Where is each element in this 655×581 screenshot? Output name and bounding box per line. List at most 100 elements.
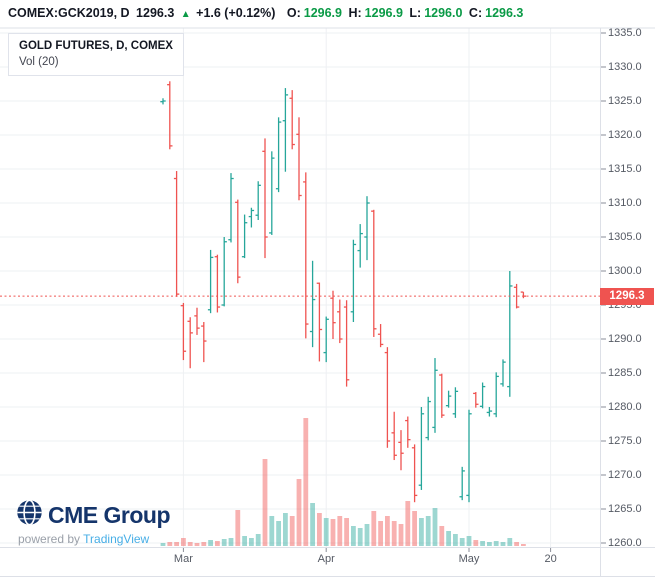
volume-bar <box>310 503 315 546</box>
x-axis-label: Apr <box>317 553 335 565</box>
volume-bar <box>283 513 288 546</box>
high-label: H: <box>348 6 362 20</box>
y-axis-label: 1270.0 <box>608 468 642 481</box>
volume-bar <box>242 536 247 546</box>
volume-bar <box>480 541 485 546</box>
volume-bar <box>337 516 343 546</box>
symbol-header: COMEX:GCK2019, D 1296.3 ▲ +1.6 (+0.12%) … <box>8 6 526 20</box>
volume-bar <box>194 543 200 546</box>
volume-bar <box>453 534 458 546</box>
volume-bar <box>330 519 336 546</box>
y-axis-label: 1300.0 <box>608 264 642 277</box>
volume-bar <box>167 542 173 546</box>
volume-bar <box>351 526 356 546</box>
cme-brand-text: CME Group <box>48 501 171 528</box>
y-axis-label: 1320.0 <box>608 128 642 141</box>
volume-bar <box>514 542 519 546</box>
change-value: +1.6 (+0.12%) <box>196 6 276 20</box>
volume-bar <box>500 542 506 546</box>
volume-bar <box>269 516 275 546</box>
volume-bar <box>371 511 377 546</box>
volume-bar <box>473 540 479 546</box>
y-axis-label: 1325.0 <box>608 94 642 107</box>
y-axis-label: 1275.0 <box>608 434 642 447</box>
volume-bar <box>228 538 234 546</box>
powered-by-text: powered by <box>18 532 81 546</box>
volume-bar <box>405 501 411 546</box>
open-value: 1296.9 <box>303 6 342 20</box>
volume-bar <box>208 540 213 546</box>
y-axis-label: 1260.0 <box>608 536 642 549</box>
volume-bar <box>385 516 390 546</box>
symbol-name: COMEX:GCK2019, D <box>8 6 130 20</box>
volume-bar <box>364 524 370 546</box>
volume-bar <box>323 518 329 546</box>
volume-bar <box>276 521 281 546</box>
volume-bar <box>160 543 166 546</box>
last-price-label: 1296.3 <box>600 287 654 305</box>
time-axis[interactable]: Mar Apr May 20 <box>0 547 655 575</box>
volume-bar <box>221 539 227 546</box>
cme-watermark[interactable]: CME Group powered by TradingView <box>16 499 171 546</box>
volume-bar <box>181 538 186 546</box>
legend: GOLD FUTURES, D, COMEX Vol (20) <box>8 33 184 76</box>
volume-bar <box>446 531 451 546</box>
tradingview-link[interactable]: TradingView <box>83 532 150 546</box>
y-axis-label: 1310.0 <box>608 196 642 209</box>
last-price-value: 1296.3 <box>136 6 175 20</box>
cme-globe-icon <box>16 499 43 531</box>
volume-bar <box>398 524 404 546</box>
volume-bar <box>412 511 417 546</box>
volume-bar <box>378 521 383 546</box>
y-axis-label: 1335.0 <box>608 26 642 39</box>
volume-bar <box>201 542 207 546</box>
price-axis[interactable]: 1335.0 1330.0 1325.0 1320.0 1315.0 1310.0 1305… <box>600 0 655 581</box>
legend-volume-indicator[interactable]: Vol (20) <box>19 56 59 68</box>
volume-bar <box>303 418 309 546</box>
x-axis-label: Mar <box>173 553 193 565</box>
volume-bar <box>466 536 472 546</box>
low-value: 1296.0 <box>424 6 463 20</box>
volume-bar <box>187 542 193 546</box>
legend-title[interactable]: GOLD FUTURES, D, COMEX <box>19 40 173 52</box>
volume-bar <box>174 542 179 546</box>
volume-bar <box>439 526 445 546</box>
volume-bar <box>215 541 220 546</box>
volume-bar <box>493 541 499 546</box>
volume-bar <box>255 534 261 546</box>
volume-bar <box>391 521 397 546</box>
volume-bar <box>459 538 465 546</box>
y-axis-label: 1265.0 <box>608 502 642 515</box>
close-value: 1296.3 <box>485 6 524 20</box>
volume-bar <box>419 518 424 546</box>
y-axis-label: 1280.0 <box>608 400 642 413</box>
close-label: C: <box>468 6 483 20</box>
volume-bar <box>262 459 268 546</box>
volume-bar <box>521 544 526 546</box>
volume-bar <box>507 538 513 546</box>
volume-bar <box>235 510 241 546</box>
up-arrow-icon: ▲ <box>180 9 191 20</box>
volume-bar <box>296 479 302 546</box>
low-label: L: <box>409 6 422 20</box>
open-label: O: <box>286 6 301 20</box>
volume-bar <box>432 508 438 546</box>
volume-bar <box>249 538 254 546</box>
last-price-label-text: 1296.3 <box>609 289 645 302</box>
y-axis-label: 1330.0 <box>608 60 642 73</box>
volume-bar <box>357 528 363 546</box>
y-axis-label: 1290.0 <box>608 332 642 345</box>
volume-bar <box>317 513 322 546</box>
x-axis-label: May <box>458 553 480 565</box>
x-axis-label: 20 <box>544 553 557 565</box>
y-axis-label: 1305.0 <box>608 230 642 243</box>
high-value: 1296.9 <box>364 6 403 20</box>
volume-bar <box>344 518 349 546</box>
volume-bar <box>487 542 492 546</box>
y-axis-label: 1315.0 <box>608 162 642 175</box>
y-axis-label: 1285.0 <box>608 366 642 379</box>
volume-bar <box>289 516 295 546</box>
volume-bar <box>425 516 431 546</box>
